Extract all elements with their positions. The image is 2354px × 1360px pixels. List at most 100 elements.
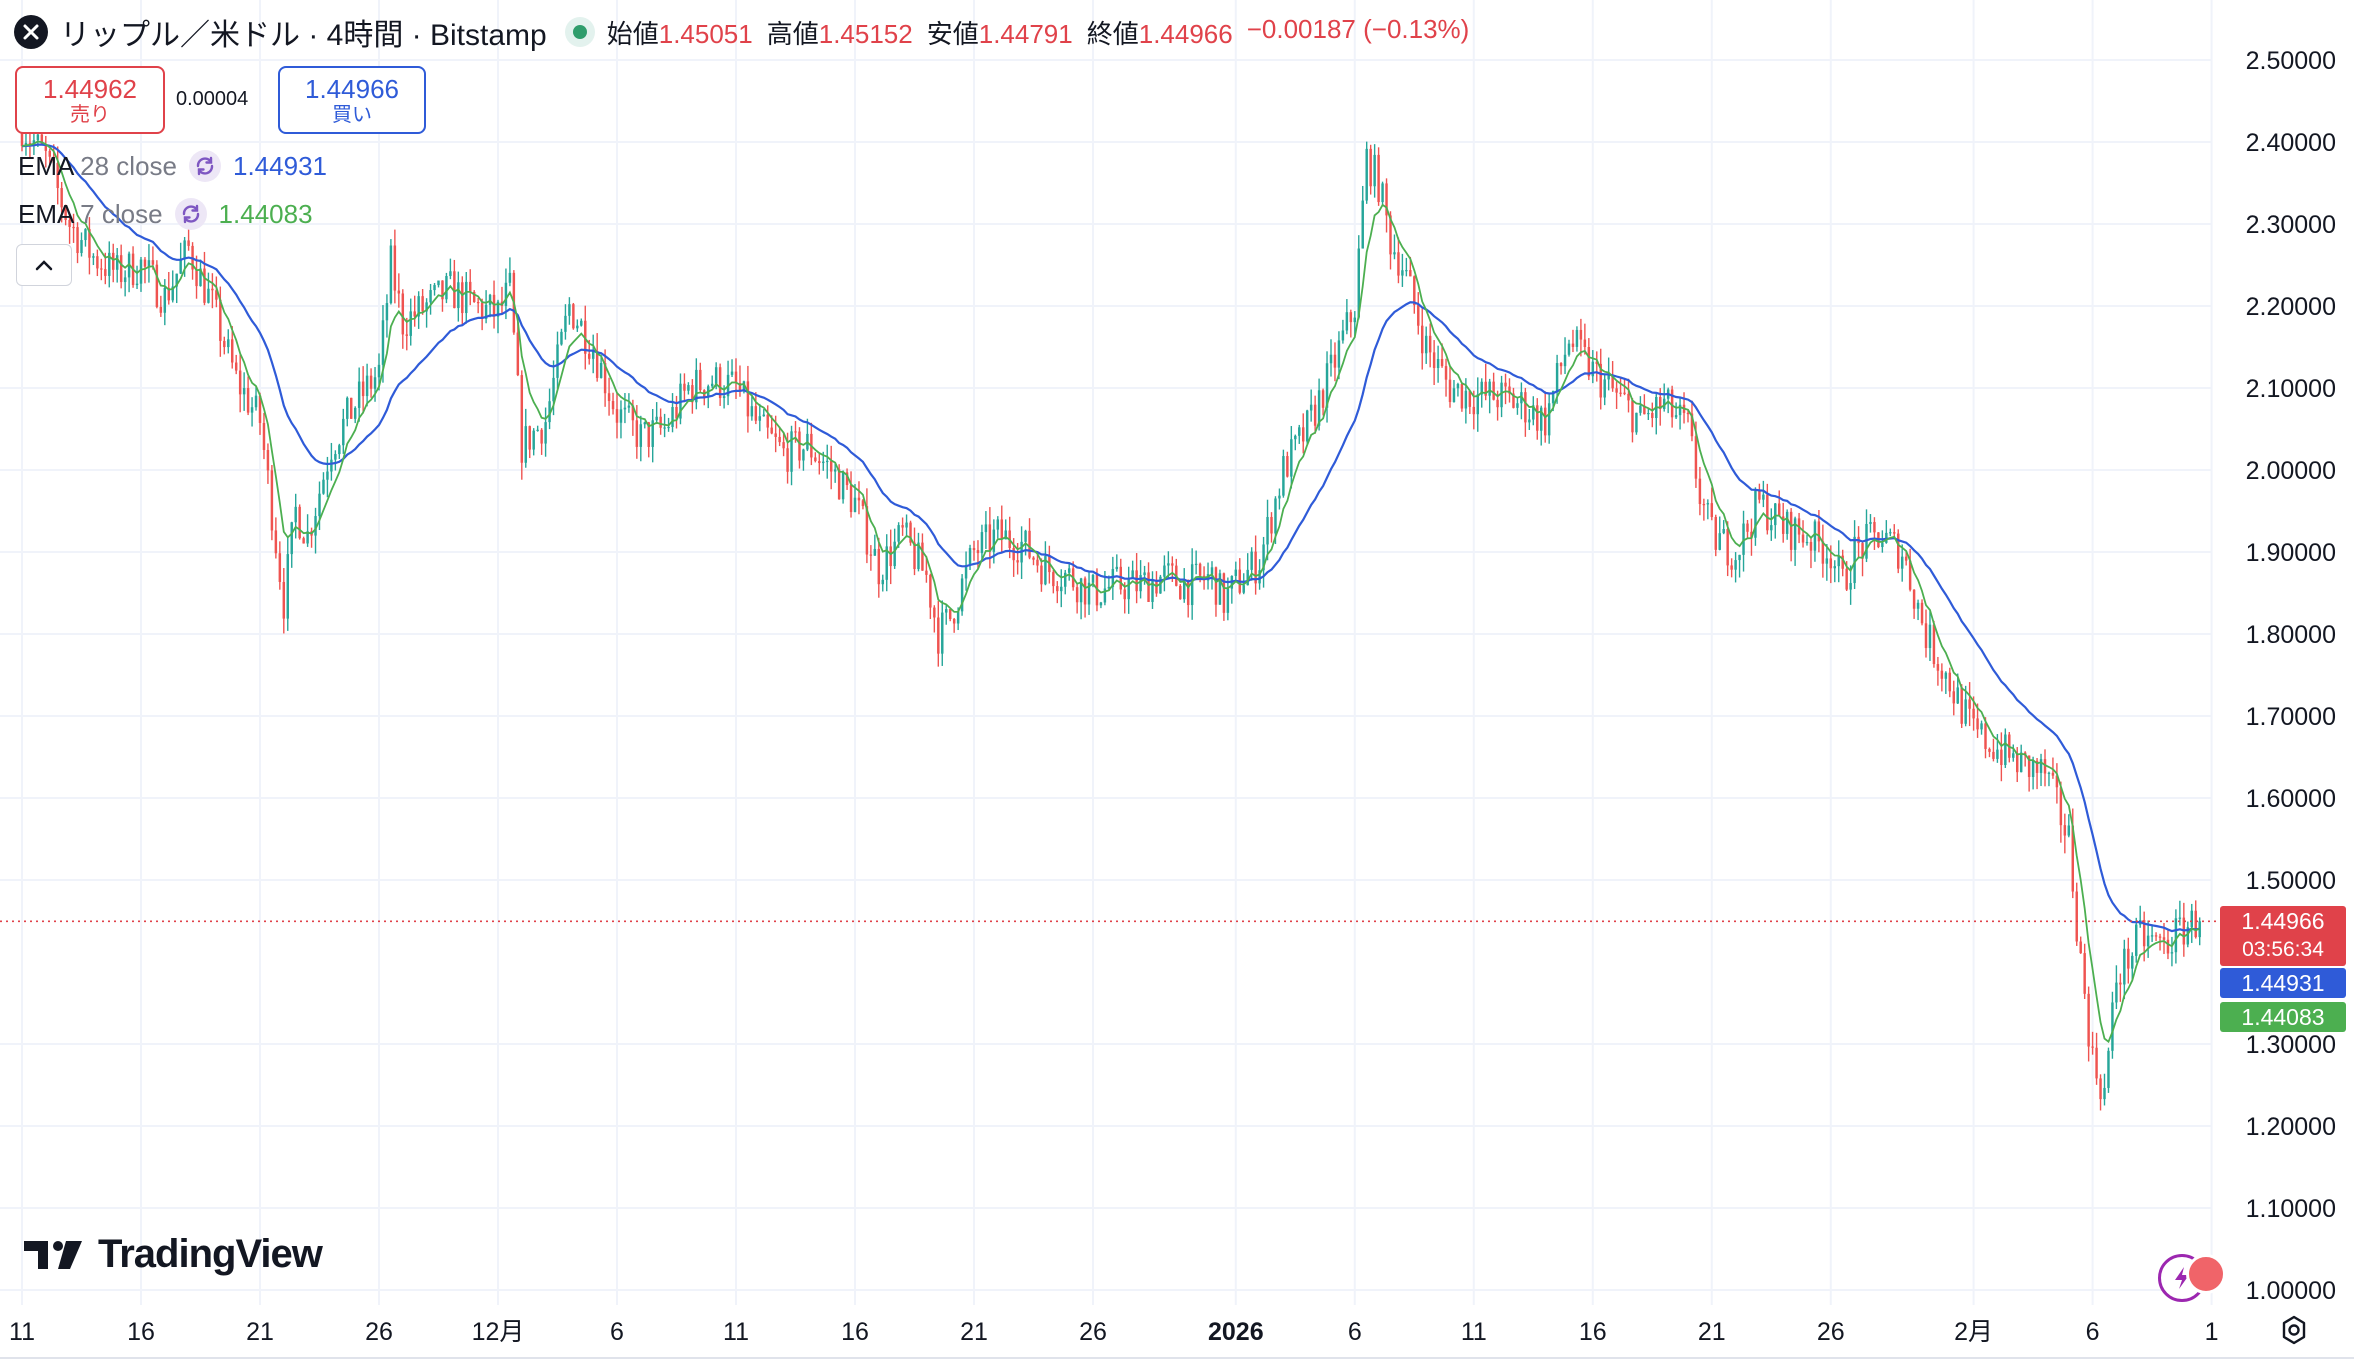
candle-body (952, 618, 956, 624)
ripple-x-icon[interactable] (14, 15, 48, 49)
candle-body (1972, 708, 1975, 719)
candle-body (1932, 624, 1936, 665)
candle-body (219, 299, 222, 341)
candle-body (480, 302, 484, 319)
indicator-value: 1.44931 (233, 150, 327, 181)
candle-body (476, 302, 480, 304)
candle-body (2067, 825, 2071, 836)
candle-body (282, 581, 286, 619)
candle-body (1651, 412, 1654, 419)
candle-body (238, 370, 242, 395)
candle-body (837, 469, 841, 500)
candle-body (115, 255, 119, 270)
ema7-tag: 1.44083 (2220, 1002, 2346, 1032)
candle-body (1528, 419, 1531, 423)
ema-28-line (21, 143, 2200, 933)
candle-body (1226, 588, 1230, 613)
candle-body (1674, 415, 1678, 418)
candle-body (1040, 565, 1043, 585)
candle-body (461, 282, 464, 314)
x-tick-label: 21 (246, 1318, 274, 1346)
candle-body (1432, 352, 1436, 368)
candle-body (1337, 340, 1341, 368)
candle-body (2115, 982, 2118, 1003)
high-label: 高値 (766, 18, 819, 49)
candle-body (905, 522, 908, 528)
candle-body (1270, 516, 1273, 534)
tradingview-logo[interactable]: TradingView (22, 1232, 323, 1277)
candle-body (1623, 392, 1626, 394)
candle-body (1551, 390, 1555, 404)
candle-body (1627, 393, 1630, 401)
candle-body (1262, 544, 1265, 571)
market-status-icon[interactable] (564, 17, 595, 47)
candle-body (552, 377, 555, 402)
candle-body (683, 383, 686, 391)
low-label: 安値 (926, 18, 979, 49)
settings-gear-icon[interactable] (2278, 1314, 2310, 1346)
flag-badge-icon[interactable] (2186, 1254, 2226, 1294)
candle-body (2186, 927, 2190, 945)
candle-body (1024, 530, 1027, 542)
sync-icon[interactable] (174, 198, 207, 230)
symbol-title[interactable]: リップル／米ドル · 4時間 · Bitstamp (60, 19, 547, 52)
candle-body (381, 320, 385, 365)
candle-body (1841, 555, 1844, 569)
candle-body (877, 548, 881, 585)
x-tick-label: 11 (1461, 1318, 1487, 1346)
candle-body (227, 339, 230, 348)
candle-body (588, 353, 591, 359)
candle-body (1817, 521, 1821, 542)
x-tick-label: 11 (9, 1318, 35, 1346)
collapse-legend-button[interactable] (16, 244, 72, 286)
candle-body (659, 416, 662, 428)
candle-body (56, 162, 59, 189)
candle-body (1952, 691, 1955, 704)
candle-body (1127, 578, 1130, 600)
candle-body (921, 542, 924, 571)
buy-button[interactable]: 1.44966 買い (278, 66, 426, 134)
candle-body (1488, 381, 1491, 396)
candle-body (853, 497, 857, 513)
candle-body (353, 407, 357, 419)
candle-body (1607, 375, 1610, 380)
candle-body (564, 315, 567, 332)
candle-body (1075, 587, 1079, 603)
candle-body (1397, 252, 1400, 276)
candle-body (1754, 490, 1757, 538)
sell-button[interactable]: 1.44962 売り (15, 66, 165, 134)
indicator-ema-7[interactable]: EMA 7 close 1.44083 (18, 196, 313, 232)
candle-body (603, 363, 607, 394)
candle-body (199, 268, 202, 287)
candle-body (798, 431, 801, 461)
candle-body (1889, 532, 1892, 534)
candle-body (290, 522, 293, 555)
candle-body (893, 541, 896, 567)
candle-body (1500, 382, 1503, 408)
candle-body (469, 281, 472, 292)
candle-body (119, 255, 123, 283)
candle-body (699, 369, 702, 391)
indicator-ema-28[interactable]: EMA 28 close 1.44931 (18, 148, 327, 184)
candle-body (814, 457, 817, 462)
candle-body (2075, 891, 2078, 942)
candle-body (1904, 556, 1908, 561)
candle-body (1635, 412, 1638, 433)
y-tick-label: 2.00000 (2246, 457, 2336, 485)
sync-icon[interactable] (189, 150, 221, 182)
candle-body (1377, 154, 1380, 203)
candle-body (619, 409, 623, 423)
candle-body (44, 144, 48, 151)
candle-body (1373, 154, 1376, 187)
candle-body (1536, 405, 1539, 431)
candle-body (1869, 521, 1872, 524)
y-tick-label: 1.30000 (2246, 1031, 2336, 1059)
candle-body (695, 369, 698, 403)
candle-body (2063, 825, 2067, 836)
candle-body (1393, 252, 1396, 255)
candle-body (1353, 317, 1357, 323)
candle-body (1988, 748, 1991, 752)
candle-body (1171, 563, 1174, 566)
